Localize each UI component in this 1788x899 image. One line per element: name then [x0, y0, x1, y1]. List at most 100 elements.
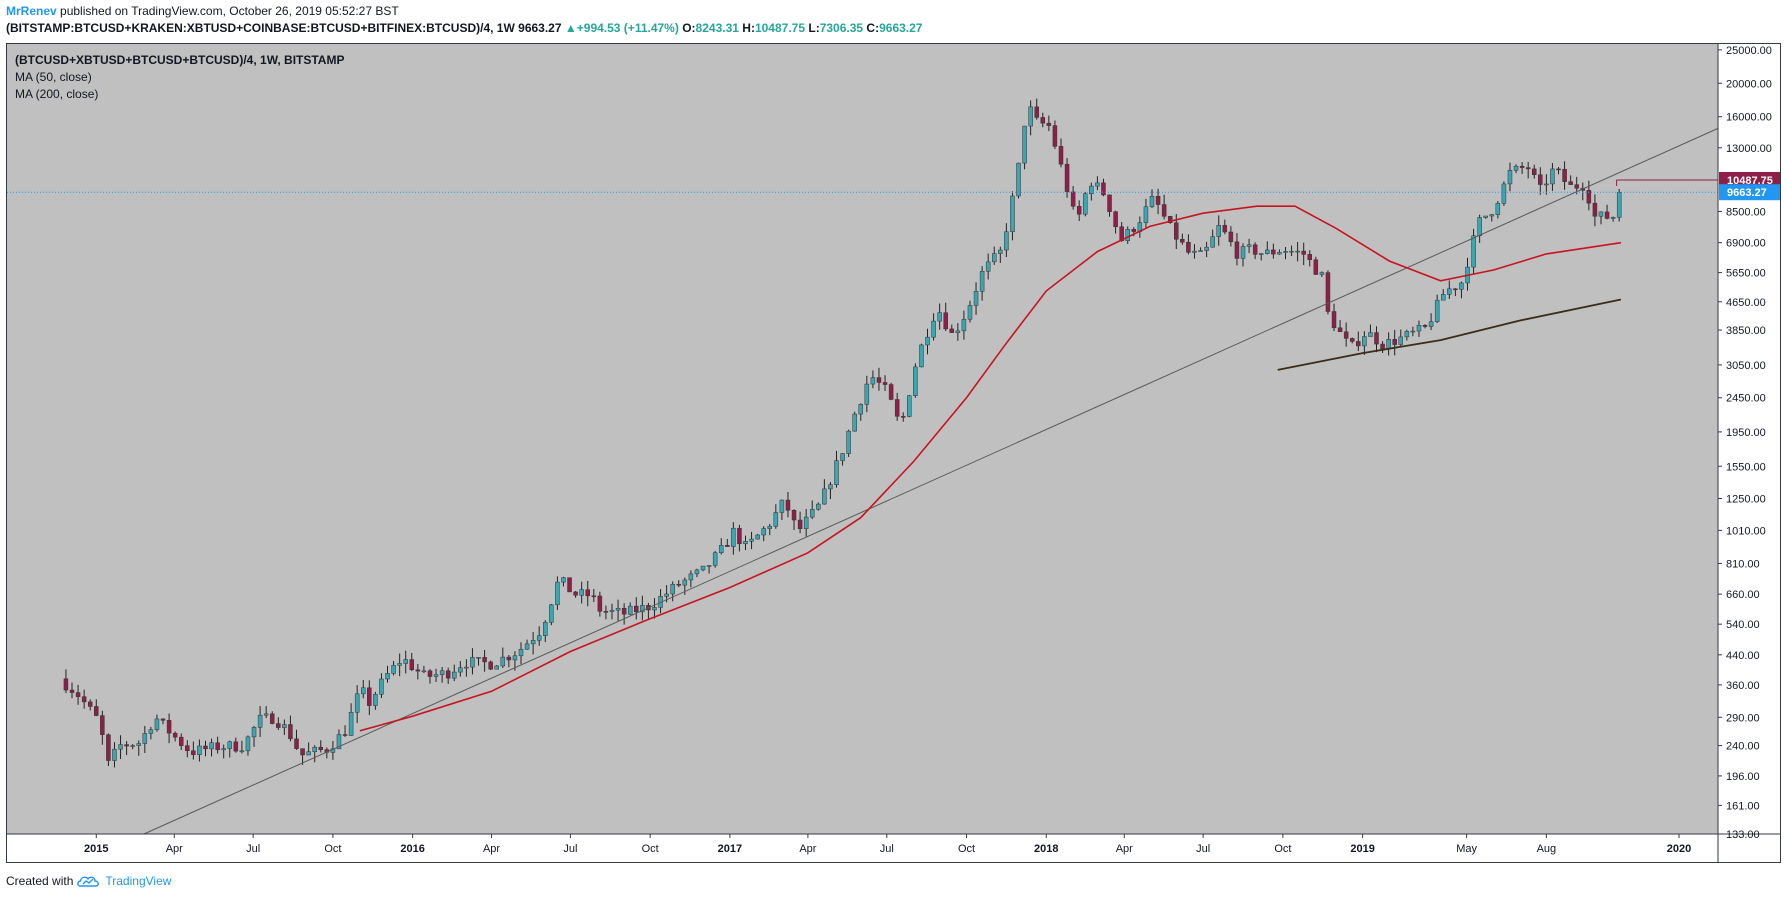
time-axis-label: 2019	[1350, 843, 1374, 855]
candle-body	[1507, 169, 1513, 185]
candle-body	[191, 750, 196, 755]
candle-body	[536, 635, 542, 641]
candle-body	[1234, 241, 1240, 259]
candle-body	[251, 727, 257, 738]
candle-body	[1380, 343, 1385, 349]
candle-body	[288, 724, 293, 740]
candle-body	[142, 733, 148, 744]
candle-body	[1301, 250, 1306, 255]
candle-body	[967, 305, 973, 320]
legend-symbol[interactable]: (BTCUSD+XBTUSD+BTCUSD+BTCUSD)/4, 1W, BIT…	[15, 53, 345, 67]
candle-body	[779, 499, 785, 513]
candle-body	[464, 666, 469, 669]
candle-body	[597, 595, 603, 612]
candle-body	[342, 734, 348, 736]
candle-body	[1228, 231, 1234, 243]
candle-body	[470, 657, 475, 668]
author-link[interactable]: MrRenev	[6, 4, 57, 18]
candle-body	[870, 377, 876, 385]
time-axis-label: Jul	[563, 843, 577, 855]
legend-ma200[interactable]: MA (200, close)	[15, 87, 99, 101]
candle-body	[931, 320, 936, 338]
candle-body	[257, 714, 263, 728]
tradingview-brand[interactable]: TradingView	[105, 874, 172, 888]
candle-body	[87, 701, 93, 707]
time-axis-label: Aug	[1537, 843, 1557, 855]
candle-body	[397, 663, 402, 666]
candle-body	[439, 670, 445, 675]
candle-body	[573, 591, 578, 596]
candle-body	[1574, 184, 1579, 189]
candle-body	[591, 595, 597, 598]
price-axis-label: 3050.00	[1726, 360, 1766, 372]
time-axis-label: 2016	[400, 843, 424, 855]
candle-body	[269, 713, 275, 724]
time-axis-label: Apr	[799, 843, 816, 855]
candle-body	[1277, 252, 1282, 255]
candle-body	[1252, 244, 1258, 255]
candle-body	[1143, 206, 1149, 223]
candle-body	[1616, 191, 1622, 218]
time-axis-label: 2020	[1667, 843, 1691, 855]
candle-body	[864, 383, 870, 405]
candle-body	[1040, 117, 1046, 124]
candle-body	[998, 249, 1003, 254]
legend-ma50[interactable]: MA (50, close)	[15, 70, 92, 84]
candle-body	[106, 734, 111, 761]
candle-body	[834, 460, 839, 485]
candle-body	[1246, 244, 1252, 247]
candle-body	[1319, 272, 1325, 275]
candle-body	[385, 673, 390, 680]
candle-body	[360, 687, 366, 695]
symbol-name[interactable]: (BITSTAMP:BTCUSD+KRAKEN:XBTUSD+COINBASE:…	[6, 21, 515, 35]
candle-body	[1349, 338, 1355, 342]
candle-body	[1076, 206, 1082, 215]
candle-body	[706, 565, 712, 567]
price-axis-label: 440.00	[1726, 650, 1760, 662]
candle-body	[1307, 254, 1313, 260]
candle-body	[1556, 168, 1561, 171]
candle-body	[1113, 211, 1118, 227]
last-price-badge	[1719, 184, 1781, 201]
time-axis-label: Oct	[642, 843, 659, 855]
candle-body	[973, 291, 979, 306]
candle-body	[63, 678, 69, 691]
ma200-line	[1277, 298, 1622, 371]
tradingview-cloud-icon[interactable]	[77, 874, 101, 888]
ma50-line	[359, 205, 1622, 732]
candle-body	[367, 687, 372, 706]
candle-body	[785, 499, 791, 511]
candle-body	[172, 732, 178, 738]
candle-body	[1434, 299, 1440, 322]
time-axis-label: May	[1456, 843, 1477, 855]
time-axis-label: Oct	[1274, 843, 1291, 855]
candle-body	[731, 527, 736, 547]
candle-body	[239, 750, 245, 753]
candle-body	[1180, 239, 1185, 243]
candle-body	[985, 261, 991, 272]
publish-text: published on TradingView.com, October 26…	[56, 4, 399, 18]
price-axis-label: 4650.00	[1726, 297, 1766, 309]
candle-body	[75, 692, 81, 697]
candle-body	[276, 723, 281, 728]
candle-body	[1089, 185, 1094, 195]
candle-body	[1222, 225, 1228, 233]
candle-body	[409, 659, 415, 671]
candle-body	[549, 604, 554, 623]
candle-body	[1295, 250, 1300, 253]
candle-body	[1083, 193, 1088, 215]
candle-body	[1562, 168, 1567, 182]
candle-body	[1265, 249, 1270, 254]
price-chart[interactable]: 133.00 161.00 196.00 240.00 290.00 360.00 440.…	[0, 0, 1788, 870]
price-axis-label: 290.00	[1726, 712, 1760, 724]
candle-body	[567, 577, 572, 593]
candle-body	[312, 746, 317, 752]
candle-body	[373, 694, 378, 706]
price-axis-label: 240.00	[1726, 741, 1760, 753]
price-axis-label: 6900.00	[1726, 238, 1766, 250]
candle-body	[1289, 250, 1294, 253]
candle-body	[306, 751, 311, 756]
candle-body	[1362, 336, 1367, 347]
candle-body	[1016, 162, 1021, 197]
candle-body	[1447, 288, 1452, 295]
